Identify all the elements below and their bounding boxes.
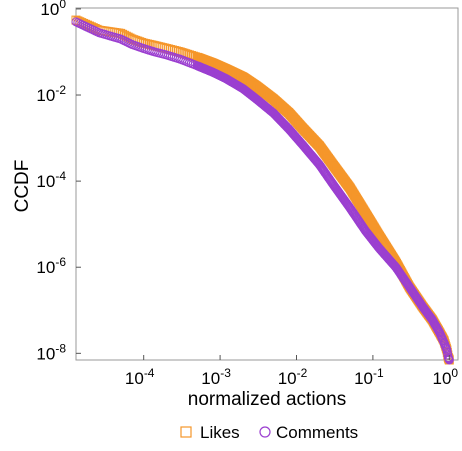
y-axis-ticks: 100 10-2 10-4 10-6 10-8: [36, 0, 81, 363]
y-tick-label: 10-2: [36, 83, 66, 105]
y-tick-label: 10-8: [36, 341, 66, 363]
x-tick-label: 10-3: [201, 366, 231, 388]
x-axis-ticks: 10-4 10-3 10-2 10-1 100: [125, 355, 458, 388]
comments-series: [71, 17, 454, 365]
y-tick-label: 100: [40, 0, 66, 19]
x-tick-label: 10-2: [278, 366, 308, 388]
legend-comments-marker: [259, 426, 271, 438]
legend-likes-label: Likes: [200, 423, 240, 442]
x-tick-label: 10-4: [125, 366, 155, 388]
legend-likes-marker: [180, 426, 192, 438]
legend: Likes Comments: [180, 423, 358, 442]
x-axis-label: normalized actions: [188, 389, 346, 410]
legend-comments-label: Comments: [276, 423, 358, 442]
x-tick-label: 100: [432, 366, 458, 388]
y-axis-label: CCDF: [12, 160, 33, 213]
comments-point: [125, 38, 135, 48]
x-tick-label: 10-1: [354, 366, 384, 388]
comments-point: [92, 27, 102, 37]
y-tick-label: 10-6: [36, 255, 66, 277]
plot-frame: [75, 7, 459, 361]
y-tick-label: 10-4: [36, 169, 66, 191]
